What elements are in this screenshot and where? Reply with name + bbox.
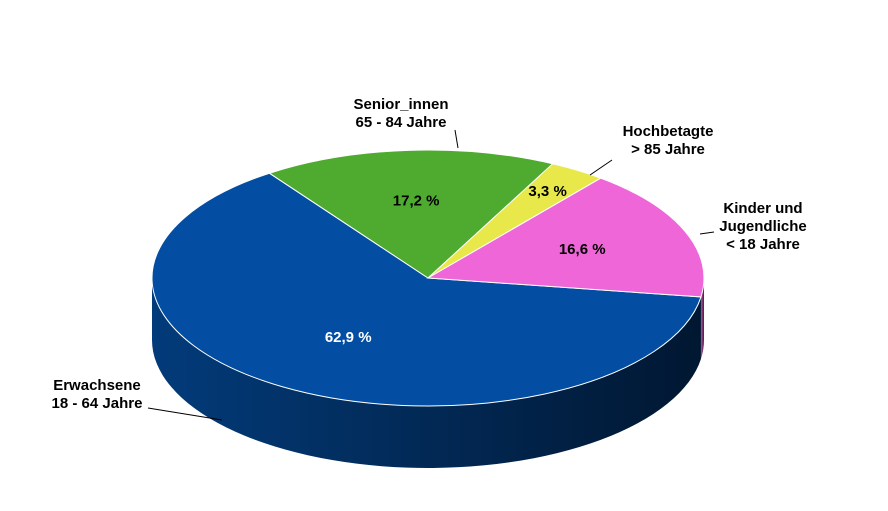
- pie-slice: [151, 172, 702, 407]
- value-label: 16,6 %: [559, 241, 606, 258]
- value-label: 17,2 %: [393, 192, 440, 209]
- leader-line: [699, 231, 715, 235]
- value-label: 3,3 %: [528, 183, 566, 200]
- pie-side: [151, 278, 701, 469]
- category-label: Jugendliche: [719, 218, 807, 235]
- category-label: Hochbetagte: [623, 123, 714, 140]
- category-label: > 85 Jahre: [631, 141, 705, 158]
- pie-slice: [426, 177, 705, 298]
- leader-line: [454, 129, 459, 149]
- category-label: 18 - 64 Jahre: [52, 395, 143, 412]
- category-label: Kinder und: [723, 200, 802, 217]
- category-label: < 18 Jahre: [726, 236, 800, 253]
- category-label: Senior_innen: [353, 96, 448, 113]
- category-label: 65 - 84 Jahre: [356, 114, 447, 131]
- leader-line: [589, 159, 613, 176]
- pie-side: [700, 278, 704, 359]
- pie-slice: [268, 149, 554, 279]
- value-label: 62,9 %: [325, 329, 372, 346]
- leader-line: [147, 407, 223, 421]
- category-label: Erwachsene: [53, 377, 141, 394]
